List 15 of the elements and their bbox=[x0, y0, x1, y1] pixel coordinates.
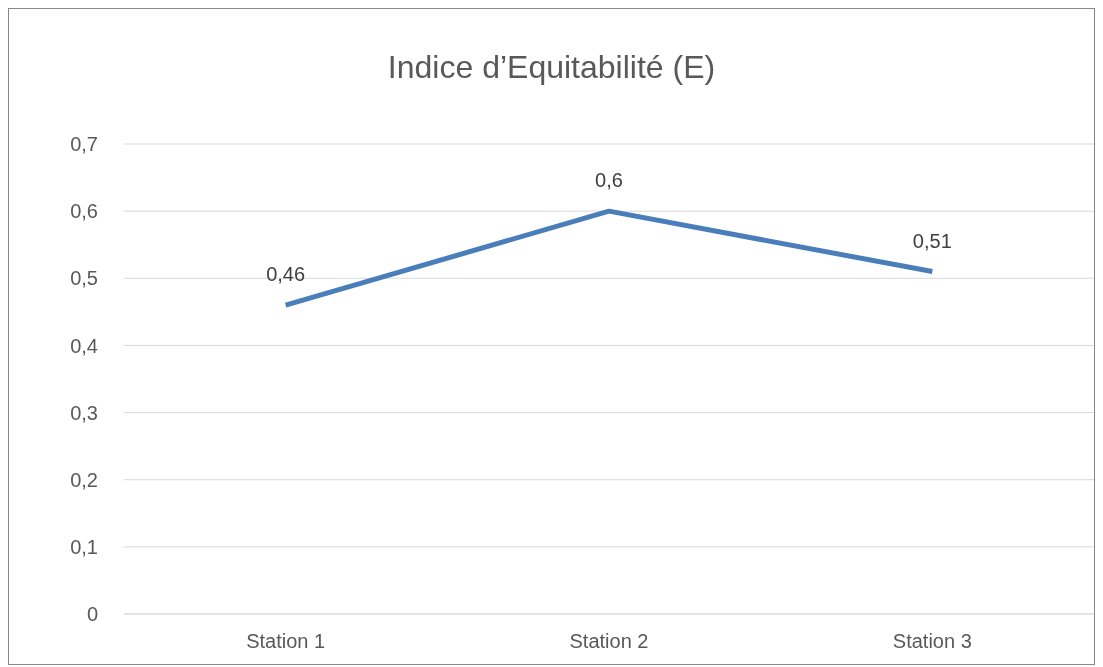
x-tick-label: Station 2 bbox=[569, 630, 649, 653]
chart-title: Indice d’Equitabilité (E) bbox=[386, 49, 717, 86]
y-tick-label: 0,7 bbox=[70, 133, 98, 156]
y-tick-label: 0 bbox=[86, 603, 98, 626]
text: 0,6 bbox=[595, 169, 623, 192]
y-tick-label: 0,3 bbox=[70, 401, 98, 424]
text: 0,51 bbox=[912, 229, 952, 252]
y-tick-label: 0,5 bbox=[70, 267, 98, 290]
x-tick-label: Station 3 bbox=[892, 630, 972, 653]
x-tick-label: Station 1 bbox=[246, 630, 326, 653]
y-tick-label: 0,1 bbox=[70, 535, 98, 558]
y-tick-label: 0,6 bbox=[70, 200, 98, 223]
y-tick-label: 0,4 bbox=[70, 334, 98, 357]
text: 0,46 bbox=[266, 263, 306, 286]
y-tick-label: 0,2 bbox=[70, 468, 98, 491]
